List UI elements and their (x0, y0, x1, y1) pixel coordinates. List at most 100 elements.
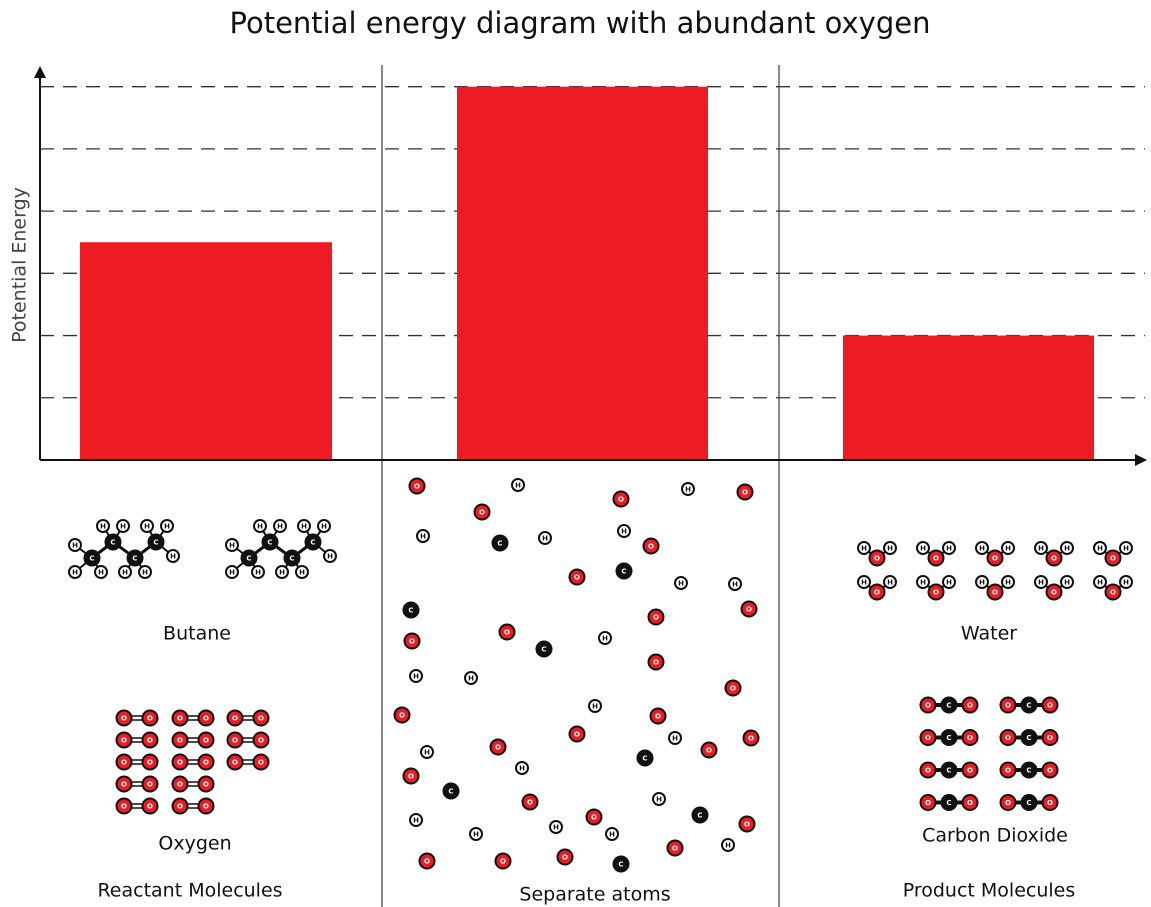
atom-symbol: O (479, 509, 485, 517)
atom-symbol: O (967, 767, 973, 775)
atom-symbol: C (246, 555, 251, 563)
atom-symbol: C (497, 540, 502, 548)
atom-symbol: H (277, 523, 283, 531)
atom-symbol: H (979, 579, 985, 587)
atom-symbol: H (920, 579, 926, 587)
atom-symbol: H (413, 673, 419, 681)
atom-symbol: C (132, 555, 137, 563)
atom-symbol: H (1123, 545, 1129, 553)
atom-symbol: H (621, 528, 627, 536)
atom-symbol: O (495, 744, 501, 752)
atom-symbol: O (967, 702, 973, 710)
atom-symbol: O (500, 858, 506, 866)
atom-symbol: H (553, 824, 559, 832)
molecule-label: Butane (163, 623, 231, 645)
atom-symbol: H (321, 523, 327, 531)
atom-symbol: O (177, 737, 183, 745)
atom-symbol: O (1110, 555, 1116, 563)
atom-symbol: C (946, 702, 951, 710)
atom-symbol: O (925, 767, 931, 775)
atom-symbol: O (258, 715, 264, 723)
atom-symbol: O (258, 737, 264, 745)
atom-symbol: O (653, 614, 659, 622)
chart: Potential energy diagram with abundant o… (0, 0, 1151, 907)
atom-symbol: O (177, 781, 183, 789)
atom-symbol: O (147, 715, 153, 723)
atom-symbol: O (414, 483, 420, 491)
atom-symbol: O (591, 814, 597, 822)
atom-symbol: H (229, 569, 235, 577)
atom-symbol: H (122, 569, 128, 577)
atom-symbol: O (730, 685, 736, 693)
atom-symbol: O (203, 715, 209, 723)
atom-symbol: O (574, 574, 580, 582)
atom-symbol: O (706, 747, 712, 755)
atom-symbol: H (468, 675, 474, 683)
atom-symbol: H (164, 523, 170, 531)
atom-symbol: C (946, 734, 951, 742)
atom-symbol: H (725, 842, 731, 850)
atom-symbol: H (946, 579, 952, 587)
atom-symbol: H (72, 569, 78, 577)
atom-symbol: C (153, 539, 158, 547)
atom-symbol: H (678, 580, 684, 588)
category-label: Product Molecules (903, 880, 1076, 902)
atom-symbol: H (602, 635, 608, 643)
category-label: Reactant Molecules (97, 880, 282, 902)
molecule-label: Carbon Dioxide (922, 825, 1068, 847)
atom-symbol: O (1005, 767, 1011, 775)
atom-symbol: O (746, 606, 752, 614)
atom-symbol: O (744, 821, 750, 829)
atom-symbol: O (232, 715, 238, 723)
atom-symbol: O (967, 734, 973, 742)
atom-symbol: O (1051, 555, 1057, 563)
atom-symbol: O (933, 589, 939, 597)
atom-symbol: C (1026, 702, 1031, 710)
atom-symbol: C (289, 555, 294, 563)
atom-symbol: O (742, 489, 748, 497)
atom-symbol: O (967, 799, 973, 807)
atom-symbol: H (1064, 545, 1070, 553)
atom-symbol: H (861, 579, 867, 587)
atom-symbol: H (144, 523, 150, 531)
atom-symbol: C (408, 607, 413, 615)
atom-symbol: C (448, 788, 453, 796)
atom-symbol: H (1038, 545, 1044, 553)
atom-symbol: O (874, 589, 880, 597)
bar (457, 87, 708, 460)
atom-symbol: O (1047, 702, 1053, 710)
atom-symbol: O (147, 737, 153, 745)
atom-symbol: O (925, 702, 931, 710)
atom-symbol: O (147, 759, 153, 767)
atom-symbol: O (504, 629, 510, 637)
atom-symbol: O (574, 731, 580, 739)
atom-symbol: O (1110, 589, 1116, 597)
atom-symbol: H (672, 735, 678, 743)
x-arrow (1135, 454, 1147, 466)
atom-symbol: H (609, 831, 615, 839)
atom-symbol: O (1005, 734, 1011, 742)
atom-symbol: C (267, 539, 272, 547)
atom-symbol: H (946, 545, 952, 553)
atom-symbol: C (642, 755, 647, 763)
atom-symbol: H (327, 553, 333, 561)
atom-symbol: C (1026, 767, 1031, 775)
atom-symbol: H (120, 523, 126, 531)
atom-symbol: H (424, 749, 430, 757)
atom-symbol: H (279, 569, 285, 577)
atom-symbol: C (1026, 734, 1031, 742)
atom-symbol: H (685, 486, 691, 494)
atom-symbol: H (301, 523, 307, 531)
atom-symbol: H (1038, 579, 1044, 587)
atom-symbol: H (473, 831, 479, 839)
atom-symbol: O (1005, 799, 1011, 807)
atom-symbol: H (887, 545, 893, 553)
atom-symbol: O (618, 496, 624, 504)
atom-symbol: O (121, 737, 127, 745)
atom-symbol: O (177, 759, 183, 767)
atom-symbol: O (232, 737, 238, 745)
atom-symbol: O (925, 799, 931, 807)
atom-symbol: C (621, 568, 626, 576)
molecule-label: Water (961, 623, 1017, 645)
atom-symbol: O (258, 759, 264, 767)
